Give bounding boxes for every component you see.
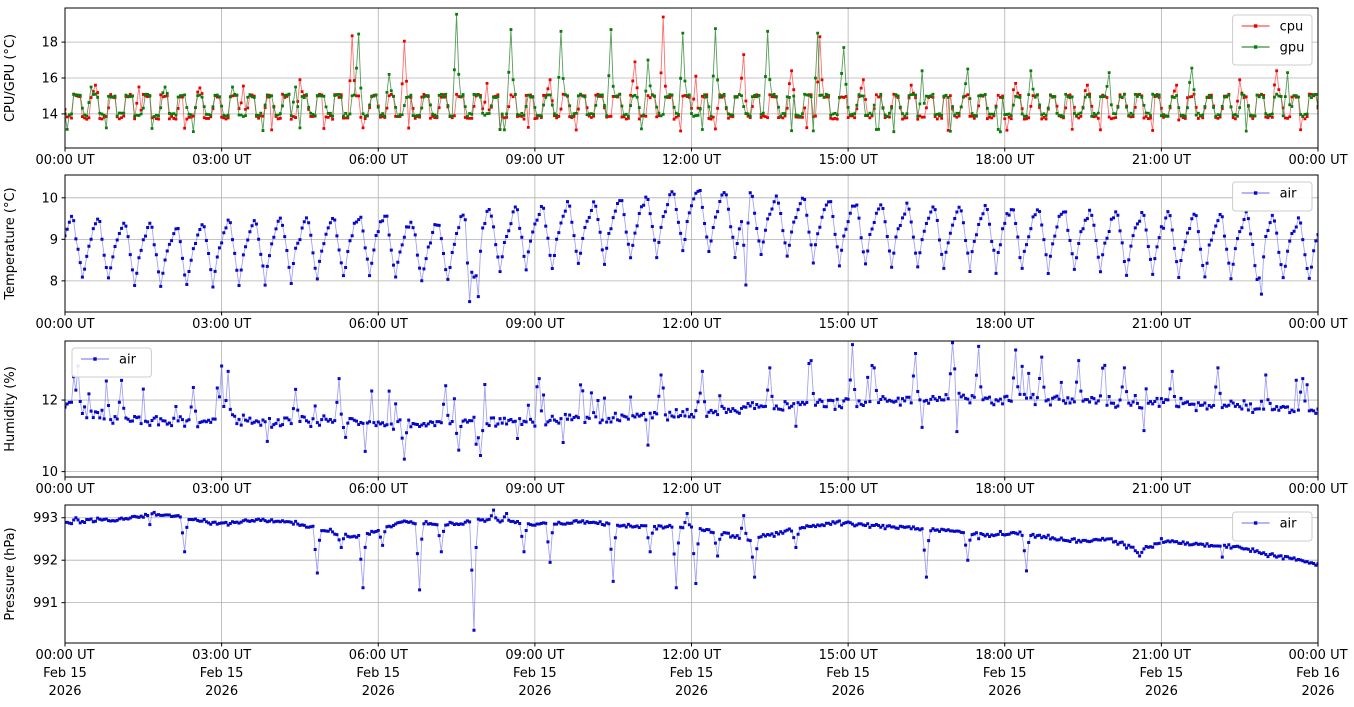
y-tick-label: 18 <box>41 36 58 51</box>
y-tick-label: 8 <box>50 274 58 289</box>
x-date-label: Feb 15 <box>356 666 400 681</box>
x-tick-label: 09:00 UT <box>505 482 564 497</box>
x-date-label: Feb 15 <box>1140 666 1184 681</box>
legend-air-marker <box>93 357 97 361</box>
x-year-label: 2026 <box>1145 684 1178 699</box>
x-tick-label: 06:00 UT <box>349 317 408 332</box>
y-axis-title: Temperature (°C) <box>3 187 18 300</box>
x-tick-label: 21:00 UT <box>1132 482 1191 497</box>
legend-gpu-label: gpu <box>1280 41 1305 56</box>
x-date-label: Feb 15 <box>983 666 1027 681</box>
series-cpu-markers <box>65 15 1318 133</box>
series-layer <box>65 12 1318 134</box>
series-air-markers <box>65 508 1318 632</box>
x-year-label: 2026 <box>48 684 81 699</box>
x-tick-label: 18:00 UT <box>975 317 1034 332</box>
x-year-label: 2026 <box>675 684 708 699</box>
x-tick-label: 00:00 UT <box>1288 317 1347 332</box>
x-tick-label: 00:00 UT <box>35 153 94 168</box>
y-axis-title: Humidity (%) <box>3 366 18 452</box>
x-tick-label: 12:00 UT <box>662 317 721 332</box>
legend-cpu-label: cpu <box>1280 20 1304 35</box>
panel-temperature: 00:00 UT 03:00 UT 06:00 UT 09:00 UT 12:00 UT… <box>3 174 1348 332</box>
x-tick-label: 03:00 UT <box>192 648 251 663</box>
y-tick-label: 992 <box>33 554 58 569</box>
x-tick-label: 06:00 UT <box>349 153 408 168</box>
x-tick-label: 00:00 UT <box>35 648 94 663</box>
series-layer <box>65 508 1318 632</box>
x-tick-label: 03:00 UT <box>192 317 251 332</box>
y-tick-label: 991 <box>33 596 58 611</box>
y-tick-label: 993 <box>33 511 58 526</box>
legend-box <box>1232 181 1313 212</box>
x-year-label: 2026 <box>988 684 1021 699</box>
x-tick-label: 15:00 UT <box>819 482 878 497</box>
x-tick-label: 03:00 UT <box>192 482 251 497</box>
x-date-label: Feb 15 <box>670 666 714 681</box>
x-tick-label: 21:00 UT <box>1132 317 1191 332</box>
legend: air <box>71 347 152 378</box>
x-tick-label: 15:00 UT <box>819 153 878 168</box>
x-tick-label: 09:00 UT <box>505 648 564 663</box>
x-year-label: 2026 <box>1301 684 1334 699</box>
x-tick-label: 21:00 UT <box>1132 153 1191 168</box>
legend: cpu gpu <box>1232 14 1313 66</box>
x-date-label: Feb 15 <box>200 666 244 681</box>
y-axis-title: Pressure (hPa) <box>3 527 18 620</box>
x-year-label: 2026 <box>832 684 865 699</box>
y-tick-label: 16 <box>41 72 58 87</box>
x-date-label: Feb 16 <box>1296 666 1340 681</box>
y-tick-label: 12 <box>41 394 58 409</box>
x-tick-label: 15:00 UT <box>819 317 878 332</box>
x-tick-label: 18:00 UT <box>975 153 1034 168</box>
x-tick-label: 06:00 UT <box>349 482 408 497</box>
series-layer <box>65 341 1318 461</box>
x-tick-label: 15:00 UT <box>819 648 878 663</box>
x-year-label: 2026 <box>518 684 551 699</box>
x-tick-label: 21:00 UT <box>1132 648 1191 663</box>
legend-gpu-marker <box>1253 45 1258 49</box>
x-tick-label: 09:00 UT <box>505 317 564 332</box>
x-date-label: Feb 15 <box>513 666 557 681</box>
x-tick-label: 18:00 UT <box>975 482 1034 497</box>
y-axis-title: CPU/GPU (°C) <box>3 34 18 122</box>
y-tick-label: 10 <box>41 465 58 480</box>
x-tick-label: 12:00 UT <box>662 482 721 497</box>
x-date-label: Feb 15 <box>826 666 870 681</box>
x-date-label: Feb 15 <box>43 666 87 681</box>
series-layer <box>65 188 1318 304</box>
legend-box <box>71 347 152 378</box>
x-tick-label: 12:00 UT <box>662 648 721 663</box>
x-tick-label: 00:00 UT <box>35 317 94 332</box>
x-tick-label: 12:00 UT <box>662 153 721 168</box>
legend-air-marker <box>1253 191 1258 195</box>
y-tick-label: 14 <box>41 107 58 122</box>
x-tick-label: 00:00 UT <box>35 482 94 497</box>
y-tick-label: 10 <box>41 191 58 206</box>
legend-air-marker <box>1253 521 1258 525</box>
x-tick-label: 00:00 UT <box>1288 153 1347 168</box>
x-tick-label: 03:00 UT <box>192 153 251 168</box>
x-tick-label: 09:00 UT <box>505 153 564 168</box>
legend: air <box>1232 511 1313 542</box>
legend-box <box>1232 14 1313 66</box>
panel-pressure: 00:00 UT Feb 15 2026 03:00 UT Feb 15 2026 06:0… <box>3 504 1348 699</box>
legend-air-label: air <box>1280 187 1298 202</box>
x-tick-label: 00:00 UT <box>1288 482 1347 497</box>
x-tick-label: 00:00 UT <box>1288 648 1347 663</box>
x-year-label: 2026 <box>205 684 238 699</box>
legend-cpu-marker <box>1253 24 1258 28</box>
x-tick-label: 18:00 UT <box>975 648 1034 663</box>
y-tick-label: 9 <box>50 233 58 248</box>
legend-air-label: air <box>119 353 137 368</box>
panel-humidity: 00:00 UT 03:00 UT 06:00 UT 09:00 UT 12:00 UT… <box>3 340 1348 497</box>
legend-air-label: air <box>1280 517 1298 532</box>
legend: air <box>1232 181 1313 212</box>
legend-box <box>1232 511 1313 542</box>
panel-cpu-gpu: 00:00 UT 03:00 UT 06:00 UT 09:00 UT 12:00 UT… <box>3 7 1348 168</box>
x-tick-label: 06:00 UT <box>349 648 408 663</box>
x-year-label: 2026 <box>362 684 395 699</box>
